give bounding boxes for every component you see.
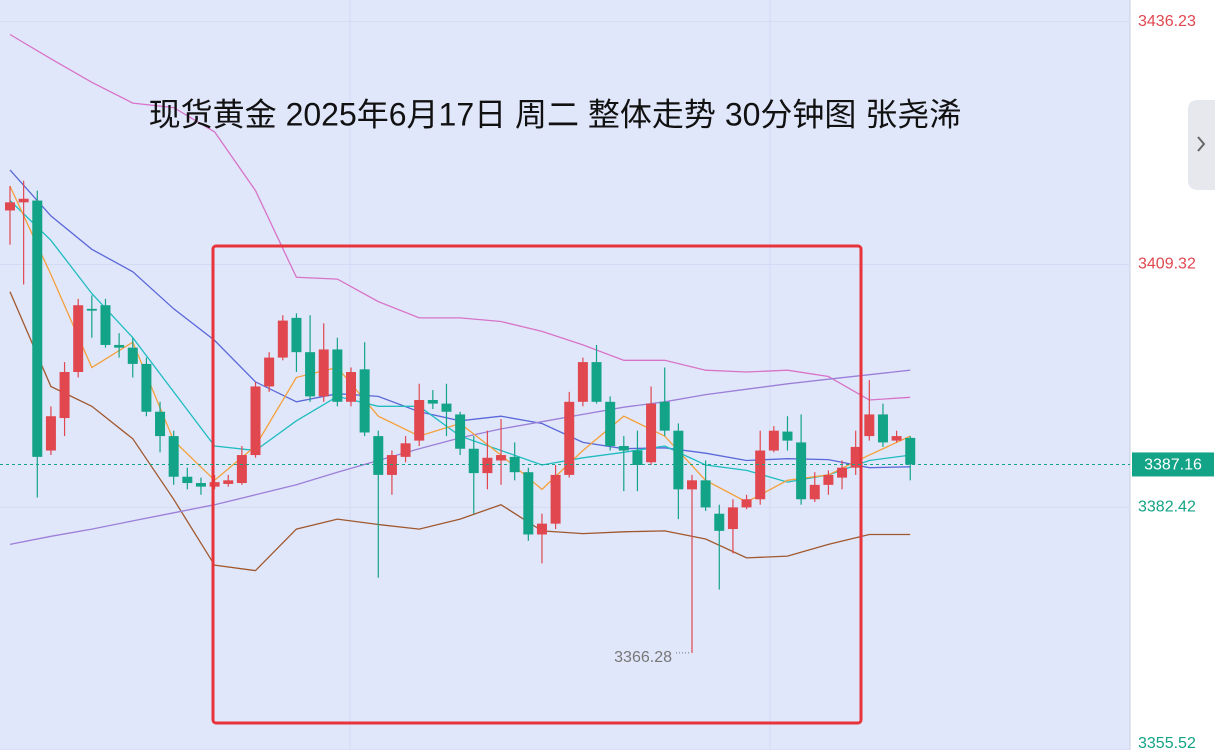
- candle-body: [18, 198, 29, 203]
- candle-body: [577, 362, 588, 402]
- candle-body: [277, 320, 288, 358]
- candle-body: [564, 401, 575, 475]
- highlight-box: [211, 244, 863, 725]
- candle-body: [209, 482, 220, 487]
- candle-body: [291, 317, 302, 353]
- candle-body: [741, 499, 752, 508]
- candle-body: [796, 442, 807, 500]
- candle-body: [155, 411, 166, 437]
- candle-body: [523, 472, 534, 535]
- candle-body: [864, 414, 875, 437]
- last-price-box: [1132, 452, 1214, 477]
- candle-body: [687, 480, 697, 490]
- candle-body: [305, 352, 316, 397]
- chevron-icon[interactable]: [1197, 136, 1206, 152]
- candle-body: [618, 446, 629, 451]
- candle-body: [891, 436, 902, 441]
- candle-body: [414, 400, 425, 441]
- candle-body: [755, 450, 766, 500]
- candle-body: [236, 455, 247, 484]
- candle-body: [700, 480, 711, 508]
- candle-body: [195, 483, 206, 487]
- candle-body: [468, 448, 479, 474]
- indicator-line: [9, 291, 911, 572]
- candle-body: [591, 362, 602, 402]
- candle-body: [427, 400, 438, 404]
- candle-body: [400, 443, 411, 457]
- candle-body: [768, 430, 779, 451]
- candle-body: [509, 456, 520, 473]
- low-label: 3366.28: [614, 649, 672, 666]
- candles: 3366.28: [5, 180, 916, 666]
- candle-body: [455, 414, 466, 449]
- candle-body: [905, 437, 916, 465]
- candle-body: [496, 455, 507, 461]
- candle-body: [141, 363, 152, 412]
- candle-body: [346, 372, 356, 402]
- candle-body: [659, 401, 670, 431]
- candle-body: [45, 416, 56, 451]
- plot-background: [0, 0, 1130, 750]
- candle-body: [823, 474, 834, 485]
- candle-body: [59, 372, 70, 419]
- y-tick-label: 3409.32: [1138, 256, 1196, 273]
- indicator-line: [9, 33, 911, 401]
- y-tick-label: 3382.42: [1138, 498, 1196, 515]
- candle-body: [168, 436, 179, 477]
- candle-body: [32, 200, 43, 457]
- candle-body: [809, 484, 820, 500]
- collapse-button-bg[interactable]: [1188, 100, 1215, 190]
- candle-body: [182, 476, 193, 484]
- candle-body: [646, 403, 657, 463]
- candle-body: [782, 431, 793, 441]
- candle-body: [386, 455, 397, 475]
- candle-body: [359, 369, 370, 433]
- candle-body: [73, 305, 84, 373]
- candle-body: [673, 430, 684, 490]
- y-tick-label: 3355.52: [1138, 735, 1196, 750]
- candle-body: [877, 414, 888, 443]
- candle-body: [127, 347, 138, 364]
- candle-body: [264, 357, 275, 387]
- candle-body: [727, 507, 738, 530]
- candle-body: [100, 305, 111, 345]
- candle-body: [250, 386, 261, 456]
- chart-title: 现货黄金 2025年6月17日 周二 整体走势 30分钟图 张尧浠: [149, 96, 962, 132]
- candle-body: [223, 480, 234, 484]
- candle-body: [318, 349, 329, 397]
- candle-body: [550, 474, 561, 524]
- grid: [0, 21, 1130, 750]
- candle-body: [332, 349, 343, 402]
- candle-body: [86, 308, 97, 311]
- candle-body: [441, 403, 452, 412]
- candle-body: [536, 523, 547, 535]
- candle-body: [632, 450, 643, 465]
- candle-body: [114, 344, 125, 348]
- candle-body: [605, 401, 616, 447]
- candle-body: [837, 467, 848, 478]
- candle-body: [5, 202, 15, 211]
- candle-body: [714, 513, 725, 531]
- candle-body: [850, 446, 861, 468]
- candle-body: [482, 457, 493, 474]
- price-axis: 3436.23 3409.32 3382.42 3355.52 3387.16: [0, 13, 1214, 750]
- last-price-label: 3387.16: [1144, 457, 1202, 474]
- candle-body: [373, 436, 384, 475]
- collapse-button[interactable]: [1188, 100, 1215, 190]
- y-tick-label: 3436.23: [1138, 13, 1196, 30]
